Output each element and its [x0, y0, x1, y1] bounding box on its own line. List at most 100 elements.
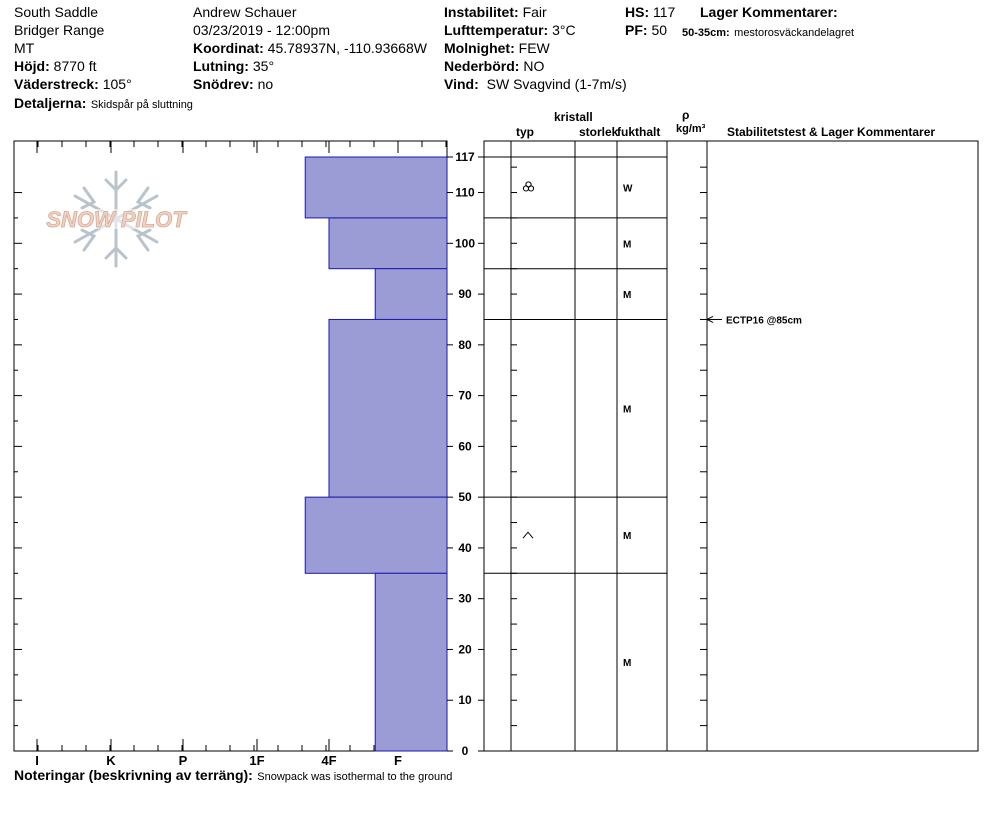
- wind-value: SW Svagvind (1-7m/s): [486, 76, 627, 92]
- hardness-bars: [304, 156, 448, 752]
- melt-forms-icon: [522, 181, 535, 192]
- airtemp-label: Lufttemperatur:: [444, 22, 549, 38]
- coord-value: 45.78937N, -110.93668W: [267, 40, 427, 56]
- coordinates: Koordinat: 45.78937N, -110.93668W: [193, 41, 427, 55]
- aspect-label: Väderstreck:: [14, 76, 99, 92]
- slope: Lutning: 35°: [193, 59, 274, 73]
- aspect-value: 105°: [102, 76, 132, 92]
- moisture-cell: W: [623, 183, 633, 194]
- elevation-label: Höjd:: [14, 58, 50, 74]
- precip-value: NO: [523, 58, 545, 74]
- melt-grain-circle: [525, 181, 532, 188]
- snow-height: HS: 117: [625, 5, 675, 19]
- layer-comment-text: mestorosväckandelagret: [734, 27, 854, 39]
- drift-value: no: [257, 76, 274, 92]
- depth-tick-label: 30: [458, 592, 472, 606]
- hardness-bar: [328, 217, 448, 270]
- hardness-tick-label: K: [106, 753, 116, 768]
- pf-value: 50: [651, 22, 668, 38]
- layer-comment-range: 50-35cm:: [682, 27, 730, 39]
- hardness-bar: [304, 496, 448, 574]
- type-header: typ: [516, 125, 534, 139]
- drift-label: Snödrev:: [193, 76, 254, 92]
- layer-table-frame: [483, 140, 979, 752]
- details: Detaljerna: Skidspår på sluttning: [14, 96, 193, 112]
- depth-hoar-icon: [522, 531, 534, 539]
- coord-label: Koordinat:: [193, 40, 264, 56]
- aspect: Väderstreck: 105°: [14, 77, 132, 91]
- logo-text: SNOW PILOT: [46, 207, 187, 232]
- depth-tick-label: 80: [458, 338, 472, 352]
- hardness-axis-ticks: [13, 141, 447, 752]
- depth-tick-label: 0: [462, 744, 469, 758]
- layer-comments-title: Lager Kommentarer:: [700, 4, 838, 20]
- notes-label: Noteringar (beskrivning av terräng):: [14, 767, 253, 783]
- elevation-value: 8770 ft: [53, 58, 97, 74]
- density-symbol: ρ: [682, 108, 690, 122]
- details-value: Skidspår på sluttning: [90, 99, 193, 111]
- wind-label: Vind:: [444, 76, 479, 92]
- cloud-label: Molnighet:: [444, 40, 515, 56]
- moisture-cell: M: [623, 239, 631, 250]
- precipitation: Nederbörd: NO: [444, 59, 544, 73]
- elevation: Höjd: 8770 ft: [14, 59, 96, 73]
- instability-value: Fair: [522, 4, 547, 20]
- wind: Vind: SW Svagvind (1-7m/s): [444, 77, 627, 91]
- details-label: Detaljerna:: [14, 95, 87, 111]
- hardness-tick-label: 1F: [249, 753, 264, 768]
- slope-label: Lutning:: [193, 58, 249, 74]
- hardness-bar: [374, 572, 448, 752]
- depth-tick-label: 117: [455, 150, 475, 164]
- depth-tick-label: 110: [455, 186, 475, 200]
- notes: Noteringar (beskrivning av terräng): Sno…: [14, 768, 452, 784]
- hardness-tick-label: 4F: [321, 753, 336, 768]
- hs-label: HS:: [625, 4, 650, 20]
- moisture-cell: M: [623, 404, 631, 415]
- pf-label: PF:: [625, 22, 648, 38]
- stability-test-markers: ECTP16 @85cm: [705, 315, 802, 326]
- notes-text: Snowpack was isothermal to the ground: [257, 771, 453, 783]
- hardness-tick-label: P: [179, 753, 188, 768]
- layer-comment: 50-35cm: mestorosväckandelagret: [682, 24, 854, 40]
- test-arrow-head: [705, 316, 714, 323]
- moisture-cell: M: [623, 658, 631, 669]
- air-temperature: Lufttemperatur: 3°C: [444, 23, 576, 37]
- hardness-bar: [328, 318, 448, 498]
- hs-value: 117: [653, 4, 676, 20]
- datetime: 03/23/2019 - 12:00pm: [193, 22, 330, 38]
- instability: Instabilitet: Fair: [444, 5, 547, 19]
- depth-tick-label: 10: [458, 693, 472, 707]
- depth-tick-label: 50: [458, 490, 472, 504]
- depth-tick-label: 100: [455, 236, 475, 250]
- observer: Andrew Schauer: [193, 4, 297, 20]
- airtemp-value: 3°C: [552, 22, 576, 38]
- penetration: PF: 50: [625, 23, 667, 37]
- instability-label: Instabilitet:: [444, 4, 519, 20]
- depth-tick-label: 70: [458, 389, 472, 403]
- crystal-header: kristall: [554, 110, 593, 124]
- depth-tick-label: 20: [458, 642, 472, 656]
- density-unit: kg/m³: [676, 123, 706, 135]
- stability-header: Stabilitetstest & Lager Kommentarer: [727, 125, 936, 139]
- moisture-cell: M: [623, 531, 631, 542]
- depth-tick-label: 90: [458, 287, 472, 301]
- hardness-axis-labels: I K P 1F 4F F: [35, 753, 402, 768]
- range: Bridger Range: [14, 22, 105, 38]
- depth-axis: 0 10 20 30 40 50 60 70 80 90 100 110 117: [447, 150, 484, 758]
- hardness-bar: [304, 156, 448, 219]
- snowpilot-logo: SNOW PILOT: [40, 170, 192, 268]
- layer-table-rows: W M M M M M: [484, 156, 707, 752]
- state: MT: [14, 40, 35, 56]
- drift: Snödrev: no: [193, 77, 273, 91]
- cloud-value: FEW: [518, 40, 550, 56]
- test-result-label: ECTP16 @85cm: [726, 315, 802, 326]
- precip-label: Nederbörd:: [444, 58, 520, 74]
- hardness-tick-label: I: [35, 753, 39, 768]
- cloud-cover: Molnighet: FEW: [444, 41, 550, 55]
- hardness-bar: [374, 268, 448, 320]
- size-header: storlek: [579, 125, 619, 139]
- moisture-cell: M: [623, 290, 631, 301]
- hardness-tick-label: F: [394, 753, 402, 768]
- depth-tick-label: 40: [458, 541, 472, 555]
